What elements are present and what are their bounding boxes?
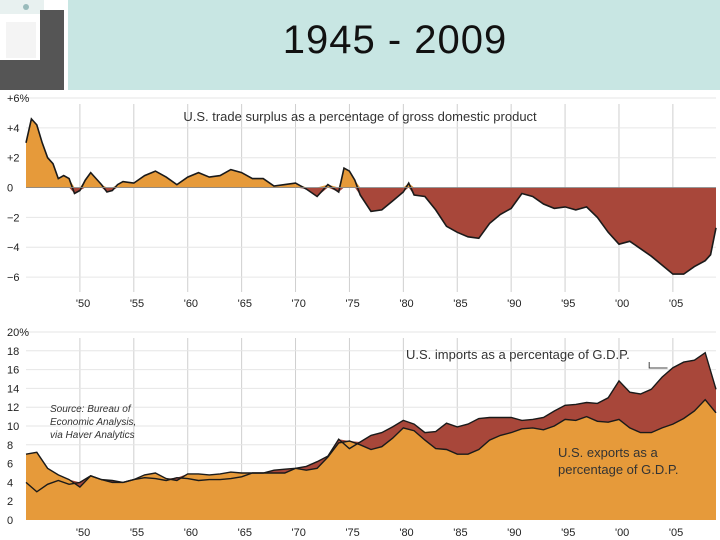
bottom-x-tick-label: '65 xyxy=(238,527,252,539)
exports-area xyxy=(26,399,716,520)
top-y-tick-label: +6% xyxy=(7,93,30,105)
bottom-y-tick-label: 16 xyxy=(7,365,19,377)
bottom-x-tick-label: '85 xyxy=(453,527,467,539)
source-line-3: via Haver Analytics xyxy=(50,430,135,441)
top-x-tick-label: '50 xyxy=(76,298,90,310)
trade-surplus-chart: +6%+4+20−2−4−6 '50'55'60'65'70'75'80'85 '… xyxy=(7,93,717,310)
bottom-x-tick-label: '60 xyxy=(184,527,198,539)
bottom-y-tick-label: 2 xyxy=(7,496,13,508)
bottom-x-tick-label: '75 xyxy=(345,527,359,539)
top-x-tick-label: '95 xyxy=(561,298,575,310)
bottom-y-tick-label: 18 xyxy=(7,346,19,358)
top-x-tick-label: '60 xyxy=(184,298,198,310)
slide-title-bar xyxy=(0,0,720,90)
top-chart-title: U.S. trade surplus as a percentage of gr… xyxy=(183,109,537,124)
corner-logo xyxy=(0,0,68,90)
top-x-tick-label: '05 xyxy=(669,298,683,310)
imports-label-connector xyxy=(648,362,668,369)
top-x-tick-label: '55 xyxy=(130,298,144,310)
bottom-x-tick-label: '05 xyxy=(669,527,683,539)
imports-label: U.S. imports as a percentage of G.D.P. xyxy=(406,347,630,362)
left-margin-strip xyxy=(0,90,26,540)
trade-balance-line xyxy=(25,117,717,275)
top-x-tick-label: '85 xyxy=(453,298,467,310)
top-x-tick-label: '75 xyxy=(345,298,359,310)
source-line-1: Source: Bureau of xyxy=(50,404,132,415)
bottom-y-tick-label: 4 xyxy=(7,477,13,489)
bottom-x-tick-label: '70 xyxy=(292,527,306,539)
exports-line xyxy=(25,398,717,489)
top-y-tick-label: −6 xyxy=(7,272,20,284)
top-x-tick-label: '70 xyxy=(292,298,306,310)
slide-title: 1945 - 2009 xyxy=(282,18,508,62)
exports-label-line-2: percentage of G.D.P. xyxy=(558,462,678,477)
source-line-2: Economic Analysis, xyxy=(50,417,136,428)
surplus-area xyxy=(26,118,716,188)
bottom-y-tick-label: 6 xyxy=(7,459,13,471)
bottom-x-tick-label: '90 xyxy=(507,527,521,539)
top-y-tick-label: −2 xyxy=(7,212,20,224)
top-gridlines xyxy=(26,97,716,292)
imports-line xyxy=(25,351,717,493)
bottom-x-tick-label: '80 xyxy=(399,527,413,539)
exports-label-line-1: U.S. exports as a xyxy=(558,445,658,460)
top-x-tick-label: '00 xyxy=(615,298,629,310)
top-x-axis-ticks: '50 '55 '60 '65 '70 '75 '80 '85 '90 '95 '00 '05 xyxy=(76,298,683,310)
bottom-x-axis-ticks: '50 '55 '60 '65 '70 '75 '80 '85 '90 '95 '00 '05 xyxy=(76,527,683,539)
top-x-tick-label: '80 xyxy=(399,298,413,310)
bottom-y-tick-label: 14 xyxy=(7,383,19,395)
bottom-x-tick-label: '95 xyxy=(561,527,575,539)
top-y-tick-label: 0 xyxy=(7,183,13,195)
deficit-area xyxy=(26,187,716,275)
top-x-tick-label: '65 xyxy=(238,298,252,310)
bottom-y-tick-label: 10 xyxy=(7,421,19,433)
bottom-y-tick-label: 0 xyxy=(7,515,13,527)
top-y-tick-label: +2 xyxy=(7,153,20,165)
bottom-y-axis-ticks: 20% 18 16 14 12 10 8 6 4 2 0 xyxy=(7,327,29,527)
bottom-y-tick-label: 8 xyxy=(7,440,13,452)
top-x-tick-label: '90 xyxy=(507,298,521,310)
bottom-x-tick-label: '55 xyxy=(130,527,144,539)
imports-exports-chart: 20% 18 16 14 12 10 8 6 4 2 0 '50 '55 '60 '65 '70 '75 '80… xyxy=(7,327,717,539)
top-y-tick-label: −4 xyxy=(7,242,20,254)
top-y-axis-ticks: +6% +4 +2 0 −2 −4 −6 xyxy=(7,93,30,284)
bottom-x-tick-label: '00 xyxy=(615,527,629,539)
bottom-y-tick-label: 12 xyxy=(7,402,19,414)
bottom-x-tick-label: '50 xyxy=(76,527,90,539)
top-y-tick-label: +4 xyxy=(7,123,20,135)
bottom-y-tick-label: 20% xyxy=(7,327,29,339)
